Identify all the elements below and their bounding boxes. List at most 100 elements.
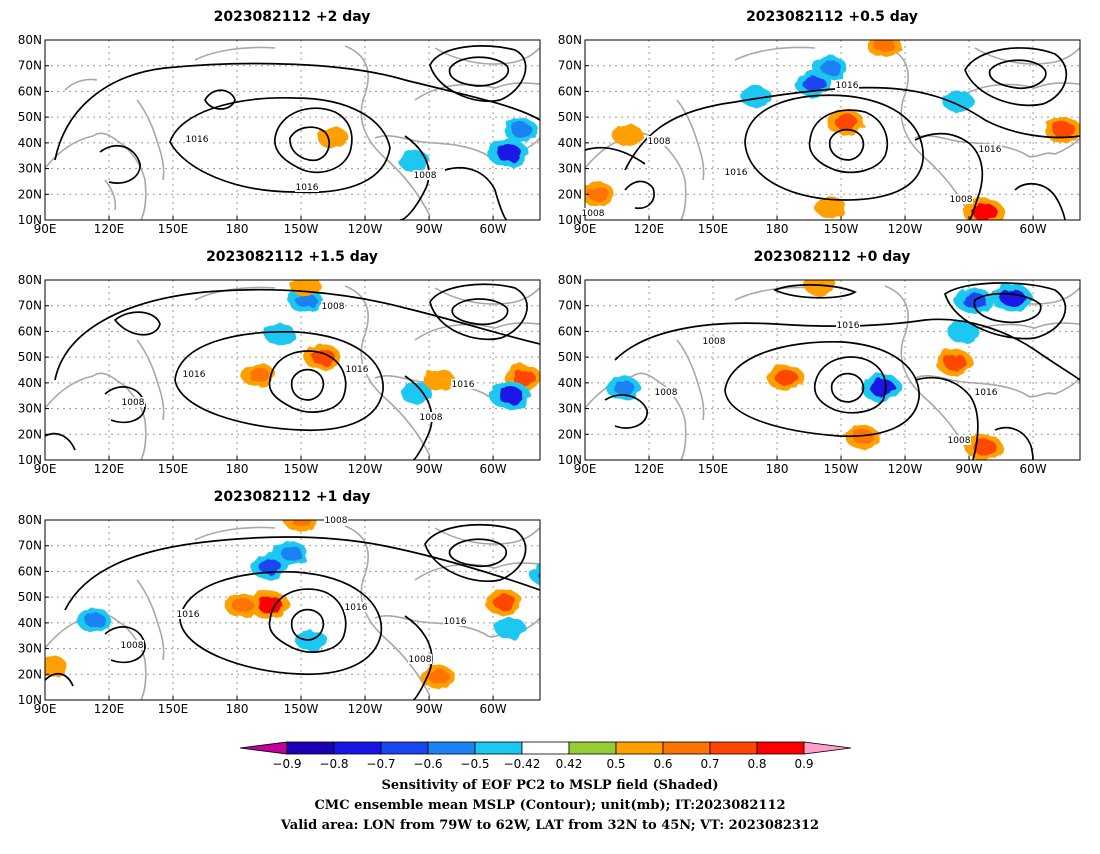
lon-tick-label: 150E xyxy=(698,222,729,236)
contour-label-bg xyxy=(647,136,671,146)
panel-title: 2023082112 +0.5 day xyxy=(746,9,918,25)
shading-patch-core xyxy=(559,46,578,59)
lat-tick-label: 60N xyxy=(18,324,42,338)
shading-patch-outer xyxy=(1091,59,1100,83)
contour-label-bg xyxy=(120,640,144,650)
contour-label-bg xyxy=(176,609,200,619)
contour-label: 1008 xyxy=(950,195,973,205)
lon-tick-label: 180 xyxy=(226,462,249,476)
shading-patch-core xyxy=(536,568,540,580)
map-frame xyxy=(44,519,541,701)
lon-tick-label: 180 xyxy=(766,462,789,476)
map-frame xyxy=(44,279,541,461)
shading-patch-core xyxy=(407,386,427,400)
lat-tick-label: 70N xyxy=(18,299,42,313)
lat-tick-label: 50N xyxy=(558,110,582,124)
shading-patch-core xyxy=(613,380,635,396)
contour-label-bg xyxy=(835,80,859,90)
colorbar-segment xyxy=(662,741,711,755)
colorbar-segment xyxy=(333,741,382,755)
lon-tick-label: 90W xyxy=(955,462,982,476)
contour-label-bg xyxy=(949,194,973,204)
lat-tick-label: 70N xyxy=(18,59,42,73)
lat-tick-label: 70N xyxy=(558,299,582,313)
map-panel-plus1-5day: 2023082112 +1.5 day xyxy=(18,249,541,476)
lat-tick-label: 50N xyxy=(558,350,582,364)
mslp-contours xyxy=(585,47,1080,220)
map-frame xyxy=(584,39,1081,221)
shading-patch-core xyxy=(588,187,610,202)
shading-patch-core xyxy=(295,293,317,308)
colorbar: −0.9 −0.8 −0.7 −0.6 −0.5 −0.42 0.42 0.5 0.6 0.7 0.… xyxy=(239,741,852,771)
mslp-contours xyxy=(45,283,540,460)
shading-patch-core xyxy=(775,369,799,386)
lat-tick-label: 10N xyxy=(18,213,42,227)
shading-patch-core xyxy=(280,546,302,561)
lat-tick-label: 80N xyxy=(558,33,582,47)
lon-tick-label: 120E xyxy=(634,462,665,476)
contour-labels: 1016 1016 1008 1016 1008 1008 xyxy=(581,80,1002,219)
shading-patch-core xyxy=(296,280,316,292)
colorbar-tick-label: 0.9 xyxy=(794,757,813,771)
contour-label: 1016 xyxy=(444,617,467,627)
contour-label-bg xyxy=(451,379,475,389)
shading-patch-core xyxy=(498,387,524,405)
shading-patch-core xyxy=(405,154,425,168)
colorbar-tick-label: 0.5 xyxy=(606,757,625,771)
contour-label: 1016 xyxy=(452,380,475,390)
contour-label: 1008 xyxy=(122,398,145,408)
contour-labels: 1008 1016 1016 1016 1008 1008 xyxy=(121,301,475,423)
contour-label-bg xyxy=(413,170,437,180)
colorbar-tick-label: −0.42 xyxy=(504,757,541,771)
map-panel-plus1day: 2023082112 +1 day xyxy=(18,489,541,716)
caption-line-2: CMC ensemble mean MSLP (Contour); unit(m… xyxy=(314,798,785,813)
lat-tick-label: 30N xyxy=(18,162,42,176)
gridlines xyxy=(45,40,540,220)
lon-tick-label: 120E xyxy=(634,222,665,236)
contour-label: 1008 xyxy=(322,302,345,312)
lon-tick-label: 60W xyxy=(1019,462,1046,476)
lon-tick-label: 60W xyxy=(479,462,506,476)
lat-tick-label: 40N xyxy=(558,136,582,150)
shading-patch-core xyxy=(311,349,335,366)
lat-tick-label: 30N xyxy=(558,162,582,176)
contour-label-bg xyxy=(836,320,860,330)
shading-patch-core xyxy=(972,203,998,220)
shading-patch-core xyxy=(820,61,842,76)
colorbar-tick-label: −0.8 xyxy=(319,757,348,771)
lon-tick-label: 150W xyxy=(284,702,319,716)
shading-patch-core xyxy=(870,379,896,397)
lon-tick-label: 150E xyxy=(158,222,189,236)
contour-label: 1008 xyxy=(409,655,432,665)
contour-label: 1016 xyxy=(975,388,998,398)
shading-patch-outer xyxy=(1079,381,1080,385)
contour-label: 1008 xyxy=(325,516,348,526)
lon-tick-label: 90E xyxy=(34,462,57,476)
lat-tick-label: 50N xyxy=(18,110,42,124)
lat-tick-label: 40N xyxy=(558,376,582,390)
lon-tick-label: 150W xyxy=(824,222,859,236)
colorbar-segment xyxy=(427,741,476,755)
shading-patch-core xyxy=(802,75,826,92)
colorbar-segment xyxy=(615,741,664,755)
lat-tick-label: 50N xyxy=(18,350,42,364)
lon-tick-label: 120W xyxy=(348,702,383,716)
sensitivity-shading xyxy=(241,280,540,410)
lon-tick-label: 90E xyxy=(34,702,57,716)
shading-patch-core xyxy=(258,558,282,575)
lat-tick-label: 20N xyxy=(18,667,42,681)
colorbar-tick-label: −0.9 xyxy=(272,757,301,771)
shading-patch-core xyxy=(619,128,639,142)
coastlines xyxy=(585,285,1080,460)
contour-label: 1008 xyxy=(121,641,144,651)
contour-label: 1008 xyxy=(582,209,605,219)
shading-patch-core xyxy=(493,594,517,611)
colorbar-tick-label: −0.5 xyxy=(460,757,489,771)
shading-patch-core xyxy=(954,324,974,339)
shading-patch-core xyxy=(45,659,62,674)
contour-label: 1008 xyxy=(703,337,726,347)
lat-tick-label: 10N xyxy=(558,453,582,467)
